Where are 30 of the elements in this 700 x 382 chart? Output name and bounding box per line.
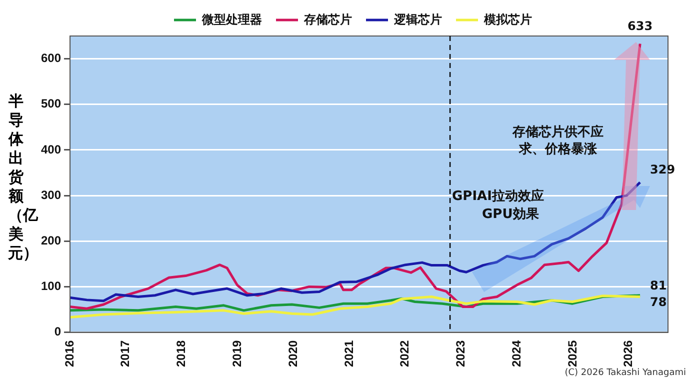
y-tick-label: 0 — [54, 324, 62, 339]
x-tick-label: 2018 — [174, 340, 188, 368]
x-tick-label: 2022 — [398, 340, 412, 368]
x-tick-label: 2017 — [118, 340, 132, 368]
data-label: 78 — [650, 294, 667, 309]
x-tick-label: 2020 — [286, 340, 300, 368]
data-label: 633 — [628, 18, 653, 33]
x-tick-label: 2019 — [230, 340, 244, 368]
annotation: GPU効果 — [482, 206, 539, 223]
y-tick-label: 100 — [40, 279, 62, 294]
y-tick-label: 500 — [40, 96, 62, 111]
y-tick-label: 600 — [40, 51, 62, 66]
x-tick-label: 2024 — [509, 340, 524, 368]
x-tick-label: 2026 — [621, 340, 636, 368]
y-tick-label: 300 — [40, 188, 62, 202]
text: 半导体出货额（亿美元） — [8, 92, 38, 262]
x-tick-label: 2016 — [62, 340, 76, 368]
y-tick-label: 200 — [40, 233, 62, 248]
data-label: 81 — [650, 278, 667, 293]
text: (C) 2026 Takashi Yanagami — [564, 368, 686, 379]
legend-label: 微型处理器 — [201, 12, 262, 26]
x-tick-label: 2023 — [454, 340, 468, 368]
x-tick-label: 2025 — [565, 340, 580, 368]
annotation: 存储芯片供不应求、价格暴涨 — [511, 124, 604, 158]
annotation: GPIAI拉动效应 — [452, 188, 544, 205]
y-tick-label: 400 — [40, 142, 62, 156]
legend-label: 存储芯片 — [303, 12, 352, 26]
legend-label: 模拟芯片 — [483, 12, 532, 26]
legend-label: 逻辑芯片 — [393, 12, 442, 26]
x-tick-label: 2021 — [342, 340, 356, 368]
